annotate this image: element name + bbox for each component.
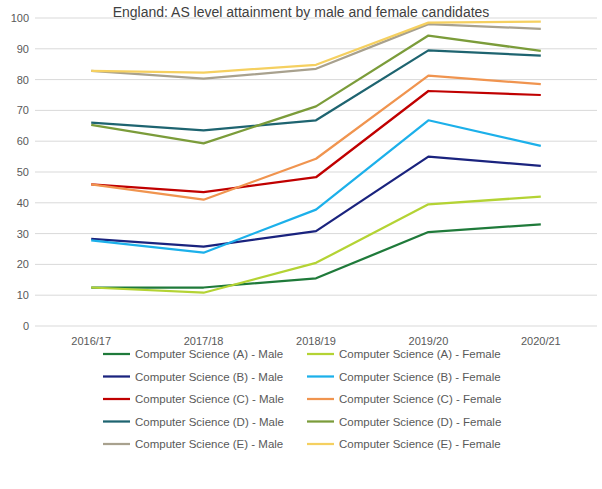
- y-tick-label: 90: [17, 43, 29, 55]
- legend-label: Computer Science (C) - Female: [339, 393, 501, 405]
- series-line: [91, 36, 541, 144]
- y-tick-label: 100: [11, 12, 29, 24]
- x-tick-label: 2019/20: [409, 335, 449, 347]
- legend-key: [307, 398, 334, 400]
- grid-line: [35, 233, 597, 234]
- legend-label: Computer Science (D) - Male: [135, 416, 284, 428]
- legend-label: Computer Science (B) - Male: [135, 371, 283, 383]
- y-tick-label: 60: [17, 135, 29, 147]
- plot-area: [91, 22, 541, 293]
- grid-line: [35, 202, 597, 203]
- legend-label: Computer Science (C) - Male: [135, 393, 284, 405]
- legend-key: [307, 375, 334, 377]
- legend-label: Computer Science (A) - Female: [339, 348, 501, 360]
- legend-key: [103, 375, 130, 377]
- grid-line: [35, 18, 597, 19]
- chart: England: AS level attainment by male and…: [0, 0, 602, 489]
- grid-line: [35, 79, 597, 80]
- legend-key: [307, 443, 334, 445]
- series-line: [91, 120, 541, 252]
- series-line: [91, 24, 541, 79]
- y-tick-label: 50: [17, 166, 29, 178]
- legend-key: [103, 353, 130, 355]
- grid-line: [35, 172, 597, 173]
- x-tick-label: 2018/19: [296, 335, 336, 347]
- y-tick-label: 30: [17, 228, 29, 240]
- y-tick-label: 10: [17, 289, 29, 301]
- legend-label: Computer Science (E) - Male: [135, 438, 283, 450]
- legend-key: [103, 398, 130, 400]
- legend-key: [103, 420, 130, 422]
- grid-line: [35, 110, 597, 111]
- x-tick-label: 2016/17: [71, 335, 111, 347]
- series-line: [91, 50, 541, 130]
- series-line: [91, 157, 541, 247]
- x-tick-label: 2020/21: [521, 335, 561, 347]
- grid-line: [35, 295, 597, 296]
- series-line: [91, 22, 541, 73]
- grid-line: [35, 141, 597, 142]
- grid-line: [35, 326, 597, 327]
- grid-line: [35, 264, 597, 265]
- legend-label: Computer Science (D) - Female: [339, 416, 501, 428]
- legend-key: [307, 420, 334, 422]
- y-tick-label: 0: [23, 320, 29, 332]
- y-tick-label: 70: [17, 104, 29, 116]
- legend-key: [307, 353, 334, 355]
- legend-label: Computer Science (B) - Female: [339, 371, 501, 383]
- grid-line: [35, 48, 597, 49]
- legend-label: Computer Science (E) - Female: [339, 438, 501, 450]
- x-tick-label: 2017/18: [184, 335, 224, 347]
- series-line: [91, 76, 541, 200]
- y-tick-label: 40: [17, 197, 29, 209]
- series-line: [91, 224, 541, 287]
- series-line: [91, 197, 541, 293]
- y-tick-label: 80: [17, 74, 29, 86]
- y-tick-label: 20: [17, 258, 29, 270]
- legend-key: [103, 443, 130, 445]
- legend-label: Computer Science (A) - Male: [135, 348, 283, 360]
